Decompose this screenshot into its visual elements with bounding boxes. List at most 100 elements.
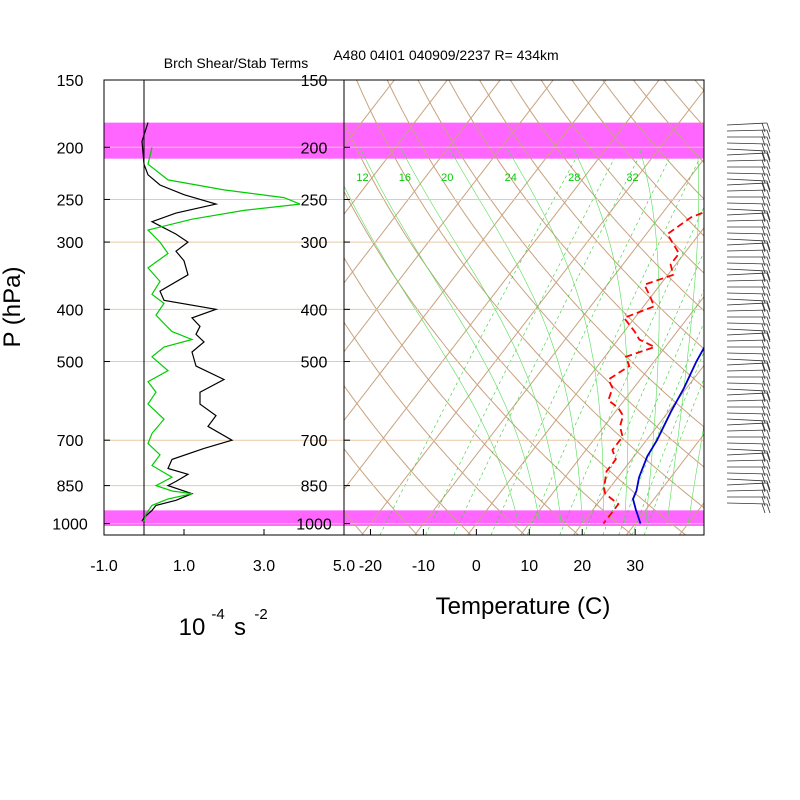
wind-barb <box>726 242 771 253</box>
wind-barb <box>726 212 771 223</box>
wind-barb-staff <box>726 482 768 486</box>
wind-barb-flag <box>761 466 766 477</box>
wind-barb <box>726 332 771 343</box>
mixing-ratio-line <box>583 251 704 535</box>
wind-barb <box>727 196 771 207</box>
left-ytick-label: 300 <box>57 235 84 252</box>
wind-barb-flag <box>761 180 766 191</box>
wind-barb-flag <box>761 129 766 140</box>
wind-barb-staff <box>726 152 768 156</box>
wind-barb-staff <box>726 212 768 216</box>
wind-barb <box>726 382 771 394</box>
wind-barb <box>727 316 771 327</box>
wind-barb-flag <box>766 122 771 133</box>
moist-adiabat <box>506 147 604 524</box>
mixing-ratio-line <box>379 158 576 535</box>
wind-barb-flag <box>761 240 766 251</box>
right-ytick-label: 150 <box>301 73 328 90</box>
wind-barb <box>726 452 771 463</box>
wind-barb-flag <box>761 399 766 410</box>
isotherm-line <box>520 295 704 535</box>
right-ytick-label: 200 <box>301 140 328 157</box>
isotherm-line <box>785 64 800 535</box>
wind-barb-flag <box>766 300 771 311</box>
right-ytick-label: 400 <box>301 302 328 319</box>
mixing-ratio-label: 16 <box>399 172 411 184</box>
wind-barb-flag <box>766 189 771 200</box>
wind-barb-staff <box>726 202 768 205</box>
wind-barb <box>726 238 771 251</box>
wind-barb-flag <box>761 480 766 491</box>
wind-barb-flag <box>766 272 771 283</box>
wind-barb <box>726 478 771 491</box>
wind-barb-flag <box>766 240 771 251</box>
wind-barb-staff <box>726 242 768 246</box>
dry-adiabat <box>386 80 704 468</box>
wind-barb-flag <box>761 459 766 470</box>
left-xtick-label: 3.0 <box>253 558 275 575</box>
wind-barb-flag <box>766 182 771 193</box>
dry-adiabat <box>772 64 800 535</box>
temperature-line <box>632 346 704 524</box>
wind-barb-staff <box>726 352 768 355</box>
wind-barb <box>727 256 771 267</box>
right-ytick-label: 850 <box>301 479 328 496</box>
wind-barb-flag <box>766 286 771 297</box>
wind-barb-flag <box>761 323 766 334</box>
wind-barb-flag <box>761 369 766 380</box>
left-ytick-label: 400 <box>57 302 84 319</box>
mixing-ratio-line <box>602 288 704 535</box>
wind-barb-staff <box>726 442 768 445</box>
pressure-axis-label: P (hPa) <box>0 267 26 348</box>
temperature-axis-label: Temperature (C) <box>436 593 611 620</box>
wind-barb-flag <box>766 212 771 223</box>
left-series-group <box>141 122 301 522</box>
right-xtick-label: 30 <box>626 558 644 575</box>
wind-barb-flag <box>761 196 766 207</box>
wind-barb-staff <box>726 268 768 272</box>
wind-barb-flag <box>761 353 766 364</box>
wind-barb-flag <box>761 256 766 267</box>
wind-barb-flag <box>761 429 766 440</box>
pressure-band <box>104 122 704 159</box>
wind-barb-flag <box>766 270 771 281</box>
wind-barb <box>726 189 771 200</box>
wind-barb <box>726 429 771 440</box>
wind-barb-flag <box>766 263 771 274</box>
units-unit-exponent: -2 <box>254 606 267 623</box>
left-ytick-label: 850 <box>57 479 84 496</box>
wind-barb-staff <box>726 148 768 152</box>
wind-barb-flag <box>761 242 766 253</box>
isotherm-line <box>344 80 501 284</box>
moist-adiabat <box>359 147 541 524</box>
wind-barb-staff <box>726 142 768 145</box>
wind-barb-flag <box>766 316 771 327</box>
mixing-ratio-label: 32 <box>626 172 638 184</box>
wind-barb-staff <box>726 279 768 282</box>
wind-barb <box>726 328 771 341</box>
right-ytick-label: 300 <box>301 235 328 252</box>
wind-barb-flag <box>766 392 771 403</box>
wind-barb <box>727 136 771 147</box>
wind-barb <box>727 166 771 177</box>
wind-barb-flag <box>766 279 771 290</box>
wind-barb-staff <box>726 272 768 276</box>
wind-barb <box>727 346 771 357</box>
wind-barb-flag <box>761 339 766 350</box>
left-xtick-label: 5.0 <box>333 558 355 575</box>
wind-barb <box>726 362 771 373</box>
wind-barb-flag <box>766 150 771 161</box>
dry-adiabat <box>344 321 526 535</box>
wind-barb-staff <box>726 448 768 452</box>
wind-barb-staff <box>726 238 768 242</box>
wind-barb-staff <box>726 219 768 222</box>
isotherm-line <box>344 80 554 353</box>
wind-barb-flag <box>766 383 771 394</box>
wind-barb <box>726 392 771 403</box>
wind-barb-flag <box>766 166 771 177</box>
wind-barb <box>726 309 771 320</box>
wind-barb-flag <box>766 256 771 267</box>
wind-barb-flag <box>766 413 771 424</box>
wind-barb <box>727 376 771 387</box>
wind-barb-flag <box>766 180 771 191</box>
